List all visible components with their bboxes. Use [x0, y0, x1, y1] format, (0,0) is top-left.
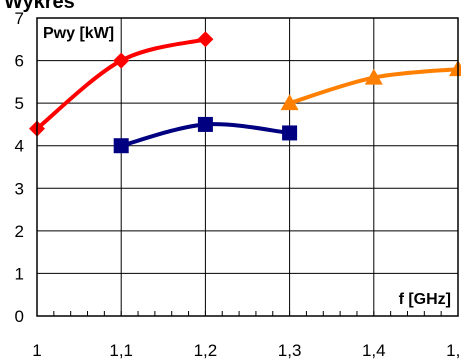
chart-title: Wykres [4, 0, 75, 13]
y-axis-label: Pwy [kW] [43, 25, 114, 42]
x-tick-label: 1,1 [109, 341, 133, 359]
data-point-triangle [280, 94, 299, 111]
x-tick-label: 1,5 [446, 341, 461, 359]
y-tick-label: 1 [15, 264, 24, 283]
y-tick-label: 5 [15, 94, 24, 113]
plot-border [36, 17, 459, 317]
y-tick-label: 4 [15, 137, 24, 156]
series-2 [113, 116, 298, 154]
x-tick-label: 1 [32, 341, 41, 359]
x-axis-label: f [GHz] [399, 291, 451, 308]
y-tick-label: 7 [15, 9, 24, 28]
data-point-square [282, 125, 298, 141]
y-tick-label: 3 [15, 179, 24, 198]
y-tick-label: 6 [15, 52, 24, 71]
x-tick-label: 1,3 [278, 341, 302, 359]
data-point-diamond [113, 52, 130, 69]
y-tick-label: 0 [15, 307, 24, 326]
y-tick-label: 2 [15, 222, 24, 241]
x-tick-label: 1,2 [194, 341, 218, 359]
data-point-triangle [364, 68, 383, 85]
grid-lines [37, 18, 458, 316]
x-tick-label: 1,4 [362, 341, 386, 359]
series-1 [29, 31, 214, 137]
data-point-diamond [197, 31, 214, 48]
data-point-square [113, 138, 129, 154]
x-tick-labels: 1 1,1 1,2 1,3 1,4 1,5 [32, 341, 461, 359]
series-3 [280, 60, 461, 111]
series-group [29, 31, 461, 154]
data-point-square [197, 116, 213, 132]
y-tick-labels: 0 1 2 3 4 5 6 7 [15, 9, 24, 326]
